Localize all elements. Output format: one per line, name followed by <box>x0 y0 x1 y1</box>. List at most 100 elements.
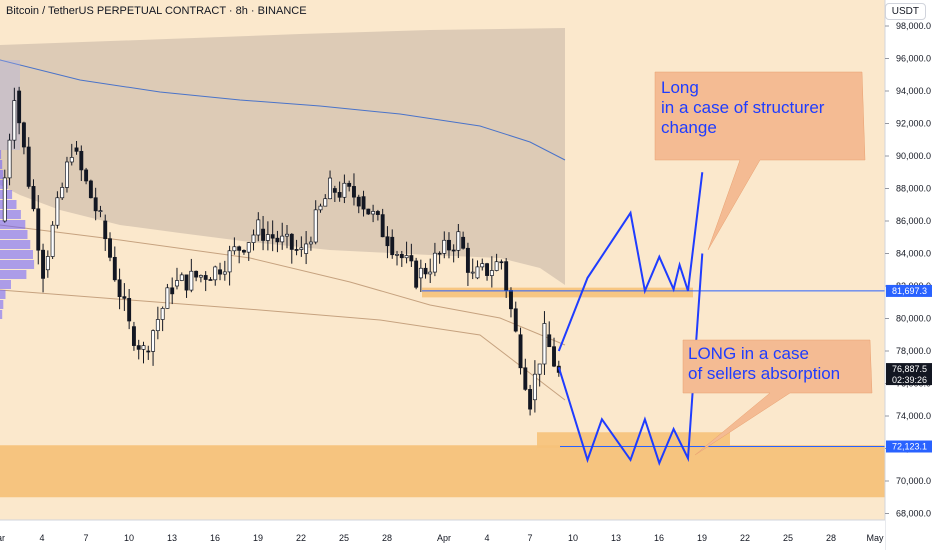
candle-body <box>170 287 175 295</box>
volume-profile-bar <box>0 160 3 169</box>
candle-body <box>308 241 313 245</box>
candle-body <box>366 208 371 215</box>
candle-body <box>304 243 309 254</box>
candle-body <box>323 198 328 207</box>
price-tick-label: 80,000.0 <box>896 314 931 324</box>
price-tag[interactable] <box>886 284 932 297</box>
candle-body <box>93 197 98 212</box>
candle-body <box>432 252 437 273</box>
candle-body <box>108 238 112 258</box>
callout-box[interactable] <box>654 71 866 251</box>
volume-profile-bar <box>0 270 27 279</box>
time-tick-label: 28 <box>826 533 836 543</box>
candle-body <box>232 246 237 252</box>
candle-body <box>194 270 199 278</box>
candle-body <box>337 192 342 198</box>
candle-body <box>395 253 399 256</box>
price-tick-label: 92,000.0 <box>896 119 931 129</box>
time-tick-label: ar <box>0 533 5 543</box>
candle-body <box>485 263 490 276</box>
candle-body <box>475 266 480 279</box>
candle-body <box>470 271 475 274</box>
candle-body <box>532 373 537 401</box>
candle-body <box>84 169 89 182</box>
candle-body <box>127 298 132 322</box>
time-tick-label: 22 <box>740 533 750 543</box>
price-tick-label: 78,000.0 <box>896 346 931 356</box>
candle-body <box>299 247 304 250</box>
price-tick-label: 70,000.0 <box>896 476 931 486</box>
scenario-path[interactable] <box>557 172 704 352</box>
candle-body <box>36 208 41 251</box>
candle-body <box>528 389 533 410</box>
time-tick-label: May <box>866 533 884 543</box>
volume-profile-bar <box>0 150 2 159</box>
candle-body <box>45 256 50 271</box>
candle-body <box>179 274 184 281</box>
time-tick-label: 16 <box>654 533 664 543</box>
candle-body <box>547 334 552 348</box>
time-tick-label: 16 <box>210 533 220 543</box>
support-zone <box>537 432 730 448</box>
candle-body <box>222 271 227 275</box>
candle-body <box>79 150 84 171</box>
price-tick-label: 94,000.0 <box>896 86 931 96</box>
candle-body <box>456 231 461 251</box>
candle-body <box>26 146 31 187</box>
candle-body <box>55 197 60 226</box>
time-tick-label: 10 <box>124 533 134 543</box>
candle-body <box>136 345 141 350</box>
time-tick-label: 4 <box>39 533 44 543</box>
price-tag[interactable] <box>886 363 932 386</box>
annotation-text: LONG in a case <box>688 344 809 363</box>
scenario-path[interactable] <box>557 253 704 466</box>
candle-body <box>414 260 419 288</box>
candle-body <box>60 187 65 199</box>
candle-body <box>399 253 404 259</box>
candle-body <box>50 224 55 257</box>
time-tick-label: 10 <box>568 533 578 543</box>
time-tick-label: 22 <box>296 533 306 543</box>
candle-body <box>17 90 22 124</box>
callout-box[interactable] <box>682 339 873 456</box>
candle-body <box>7 139 12 179</box>
price-tick-label: 84,000.0 <box>896 249 931 259</box>
candle-body <box>537 363 542 375</box>
candle-body <box>98 210 103 212</box>
candle-body <box>261 228 266 241</box>
support-zone <box>422 287 693 298</box>
candle-body <box>542 323 547 365</box>
band-line-upper <box>0 224 566 346</box>
candle-body <box>418 267 423 279</box>
symbol-title: Bitcoin / TetherUS PERPETUAL CONTRACT · … <box>6 5 307 17</box>
candle-body <box>141 345 146 350</box>
candle-body <box>375 211 380 215</box>
candle-body <box>504 261 509 291</box>
candle-body <box>131 326 136 346</box>
time-axis-panel[interactable] <box>0 520 885 550</box>
annotation-text: change <box>661 118 717 137</box>
candle-body <box>251 234 256 243</box>
annotation-text: Long <box>661 78 699 97</box>
candle-body <box>112 256 117 281</box>
candle-body <box>270 234 275 239</box>
candle-body <box>294 249 299 251</box>
volume-profile-bar <box>0 260 35 269</box>
currency-button[interactable]: USDT <box>884 3 926 20</box>
price-axis-panel[interactable] <box>885 0 932 550</box>
volume-profile-bar <box>0 200 17 209</box>
candle-body <box>442 239 447 254</box>
price-tick-label: 88,000.0 <box>896 184 931 194</box>
candle-body <box>328 177 333 200</box>
candle-body <box>69 157 74 163</box>
price-tag[interactable] <box>886 440 932 453</box>
candle-body <box>465 247 470 273</box>
candle-body <box>390 236 395 256</box>
time-tick-label: 28 <box>382 533 392 543</box>
candle-body <box>246 242 251 253</box>
candle-body <box>165 287 170 309</box>
candle-body <box>213 266 218 281</box>
time-tick-label: 7 <box>527 533 532 543</box>
